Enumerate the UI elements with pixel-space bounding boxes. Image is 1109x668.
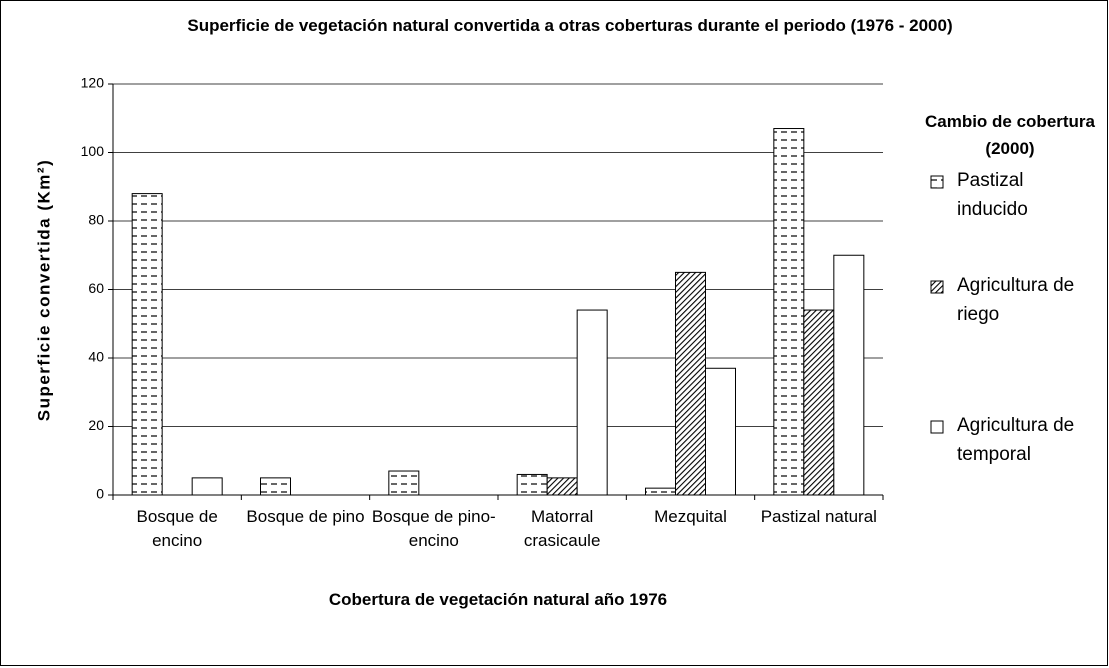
bar: [516, 473, 548, 496]
y-tick-label: 80: [88, 212, 104, 228]
bar: [576, 309, 608, 496]
bar: [546, 477, 578, 496]
legend-label: Agricultura de riego: [957, 275, 1075, 325]
x-axis-title: Cobertura de vegetación natural año 1976: [328, 590, 668, 609]
x-tick-label: Bosque de pino: [246, 507, 365, 526]
bar: [833, 254, 865, 496]
bar: [675, 271, 706, 496]
y-axis-title: Superficie convertida (Km²): [34, 159, 53, 422]
x-tick-label: Bosque de pino-encino: [371, 507, 496, 550]
bar: [645, 487, 676, 496]
y-tick-label: 60: [88, 280, 104, 296]
bar: [191, 477, 223, 496]
x-tick-label: Matorral crasicaule: [523, 507, 601, 550]
x-tick-label: Pastizal natural: [760, 507, 877, 526]
legend-label: Pastizal inducido: [957, 170, 1028, 220]
y-tick-label: 40: [88, 349, 104, 365]
legend-swatch: [930, 280, 944, 294]
chart-title: Superficie de vegetación natural convert…: [187, 16, 953, 35]
legend-title: Cambio de cobertura (2000): [924, 112, 1096, 159]
legend-swatch: [930, 420, 944, 434]
bar: [705, 367, 736, 496]
bar: [260, 477, 291, 496]
x-tick-label: Mezquital: [654, 507, 727, 526]
x-tick-label: Bosque de encino: [136, 507, 218, 550]
y-tick-label: 120: [81, 75, 105, 91]
bar: [773, 128, 805, 496]
bar: [131, 193, 163, 496]
y-tick-label: 100: [81, 143, 105, 159]
legend-swatch: [930, 175, 944, 189]
y-tick-label: 0: [96, 486, 104, 502]
y-tick-label: 20: [88, 417, 104, 433]
bar: [388, 470, 420, 496]
legend-label: Agricultura de temporal: [957, 415, 1075, 465]
bar: [803, 309, 835, 496]
